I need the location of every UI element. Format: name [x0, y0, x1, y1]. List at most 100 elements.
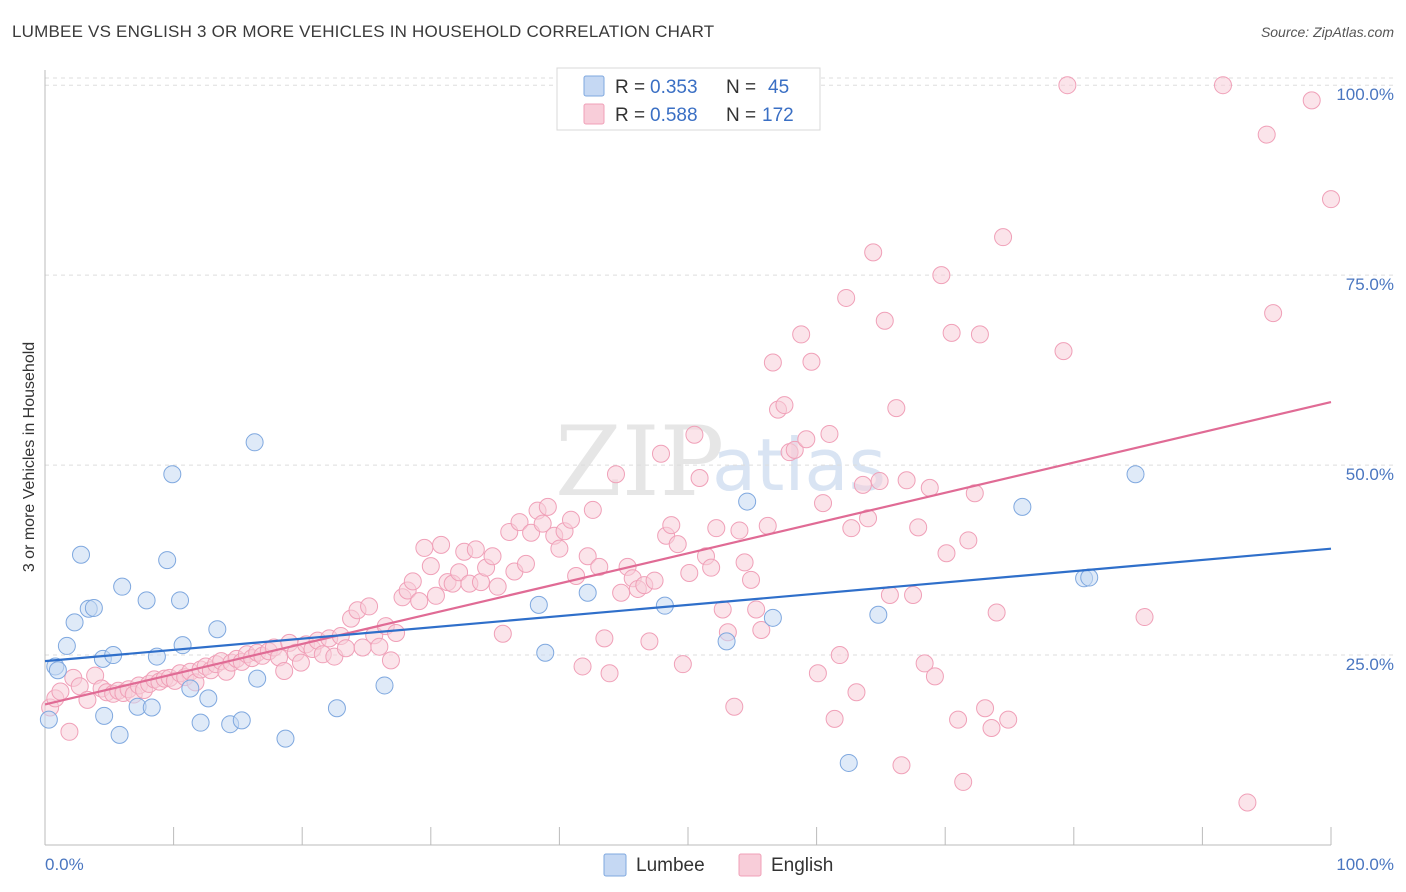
english-point-176 [1213, 76, 1232, 95]
bottom-legend-swatch-lumbee [603, 853, 627, 877]
lumbee-point-17 [158, 551, 177, 570]
english-point-43 [275, 662, 294, 681]
english-point-112 [662, 516, 681, 535]
english-point-2 [51, 682, 70, 701]
english-point-125 [735, 553, 754, 572]
english-point-98 [583, 500, 602, 519]
english-point-94 [561, 510, 580, 529]
english-point-126 [742, 570, 761, 589]
lumbee-point-41 [1013, 497, 1032, 516]
bottom-legend-swatch-english [738, 853, 762, 877]
english-point-164 [954, 772, 973, 791]
english-point-177 [1238, 793, 1257, 812]
english-point-161 [937, 544, 956, 563]
english-point-135 [792, 325, 811, 344]
english-point-180 [1302, 91, 1321, 110]
legend-r-label-english: R = [615, 105, 645, 126]
legend-n-value-lumbee: 45 [768, 77, 789, 98]
chart-title: LUMBEE VS ENGLISH 3 OR MORE VEHICLES IN … [12, 22, 715, 41]
lumbee-point-22 [191, 713, 210, 732]
english-point-153 [892, 756, 911, 775]
english-point-159 [925, 667, 944, 686]
lumbee-point-27 [245, 433, 264, 452]
lumbee-point-0 [39, 710, 58, 729]
english-point-160 [932, 266, 951, 285]
english-point-140 [820, 424, 839, 443]
english-point-156 [909, 518, 928, 537]
english-point-123 [725, 697, 744, 716]
lumbee-point-24 [208, 620, 227, 639]
english-point-178 [1257, 125, 1276, 144]
y-tick-label: 50.0% [1346, 465, 1394, 484]
legend-n-label-english: N = [726, 105, 756, 126]
english-point-151 [880, 586, 899, 605]
bottom-legend-lumbee: Lumbee [636, 855, 705, 876]
english-point-138 [808, 664, 827, 683]
lumbee-point-12 [113, 577, 132, 596]
source-label: Source: ZipAtlas.com [1260, 24, 1394, 40]
lumbee-point-3 [57, 636, 76, 655]
english-point-139 [814, 494, 833, 513]
bottom-legend: Lumbee English [603, 853, 833, 877]
lumbee-point-29 [276, 729, 295, 748]
english-point-69 [421, 557, 440, 576]
english-point-90 [538, 497, 557, 516]
legend-swatch-english [583, 103, 605, 125]
watermark: ZIP atlas [555, 406, 886, 518]
english-point-5 [70, 677, 89, 696]
lumbee-point-5 [72, 545, 91, 564]
english-point-63 [387, 624, 406, 643]
english-point-129 [758, 516, 777, 535]
english-point-134 [785, 440, 804, 459]
english-point-158 [920, 478, 939, 497]
english-point-155 [904, 586, 923, 605]
english-point-102 [606, 465, 625, 484]
english-point-77 [466, 540, 485, 559]
english-series [41, 76, 1340, 812]
english-point-82 [493, 624, 512, 643]
english-point-119 [702, 558, 721, 577]
legend-swatch-lumbee [583, 75, 605, 97]
english-point-116 [685, 425, 704, 444]
y-tick-label: 25.0% [1346, 655, 1394, 674]
lumbee-point-14 [137, 591, 156, 610]
english-point-143 [837, 288, 856, 307]
english-point-54 [336, 639, 355, 658]
lumbee-point-21 [181, 679, 200, 698]
english-point-181 [1322, 190, 1340, 209]
english-point-68 [415, 538, 434, 557]
english-point-141 [825, 709, 844, 728]
lumbee-point-43 [1080, 568, 1099, 587]
lumbee-point-40 [869, 605, 888, 624]
english-point-132 [775, 396, 794, 415]
lumbee-point-38 [763, 608, 782, 627]
english-trend-line [44, 400, 1332, 706]
y-tick-label: 100.0% [1336, 85, 1394, 104]
lumbee-point-11 [110, 725, 129, 744]
legend: R = 0.353 N = 45 R = 0.588 N = 172 [556, 67, 821, 131]
english-point-60 [370, 637, 389, 656]
english-point-114 [673, 655, 692, 674]
lumbee-point-34 [578, 583, 597, 602]
english-point-71 [432, 535, 451, 554]
english-point-108 [640, 632, 659, 651]
lumbee-point-9 [95, 706, 114, 725]
english-point-163 [949, 710, 968, 729]
lumbee-point-19 [171, 591, 190, 610]
y-tick-label: 75.0% [1346, 275, 1394, 294]
english-point-85 [510, 513, 529, 532]
lumbee-point-23 [199, 689, 218, 708]
lumbee-point-37 [738, 492, 757, 511]
english-point-86 [516, 554, 535, 573]
lumbee-point-20 [173, 636, 192, 655]
english-point-168 [976, 699, 995, 718]
english-point-74 [450, 563, 469, 582]
english-point-128 [752, 620, 771, 639]
english-point-137 [802, 352, 821, 371]
english-point-113 [668, 535, 687, 554]
english-point-97 [578, 547, 597, 566]
english-point-127 [747, 600, 766, 619]
english-point-117 [690, 469, 709, 488]
lumbee-series [39, 433, 1145, 772]
lumbee-point-7 [84, 598, 103, 617]
